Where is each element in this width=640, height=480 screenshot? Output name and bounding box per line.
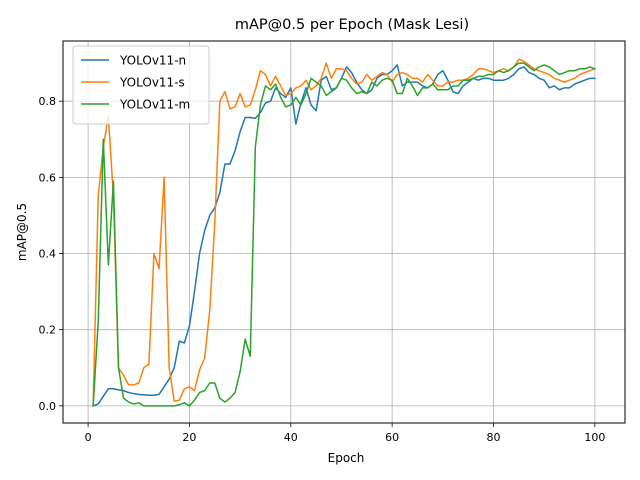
legend-label-1: YOLOv11-s xyxy=(119,76,185,90)
plot-frame xyxy=(62,40,626,424)
axis-ticks: 0 20 40 60 80 100 0.0 0.2 0.4 0.6 0.8 xyxy=(39,95,606,444)
x-tick-label: 0 xyxy=(85,431,92,444)
x-tick-label: 80 xyxy=(486,431,500,444)
x-tick-label: 60 xyxy=(385,431,399,444)
y-tick-label: 0.6 xyxy=(39,171,57,184)
y-tick-label: 0.0 xyxy=(39,400,57,413)
series-line-2 xyxy=(92,62,596,407)
series-line-0 xyxy=(92,64,596,407)
y-tick-label: 0.4 xyxy=(39,248,57,261)
legend-label-0: YOLOv11-n xyxy=(119,54,186,68)
x-tick-label: 20 xyxy=(182,431,196,444)
x-tick-label: 100 xyxy=(584,431,605,444)
x-tick-label: 40 xyxy=(284,431,298,444)
legend-label-2: YOLOv11-m xyxy=(119,98,190,112)
y-axis-label: mAP@0.5 xyxy=(15,203,29,261)
x-axis-label: Epoch xyxy=(328,451,365,465)
series-lines xyxy=(92,58,596,407)
y-tick-label: 0.8 xyxy=(39,95,57,108)
y-tick-label: 0.2 xyxy=(39,324,57,337)
chart-title: mAP@0.5 per Epoch (Mask Lesi) xyxy=(235,17,469,33)
legend: YOLOv11-n YOLOv11-s YOLOv11-m xyxy=(72,45,210,125)
